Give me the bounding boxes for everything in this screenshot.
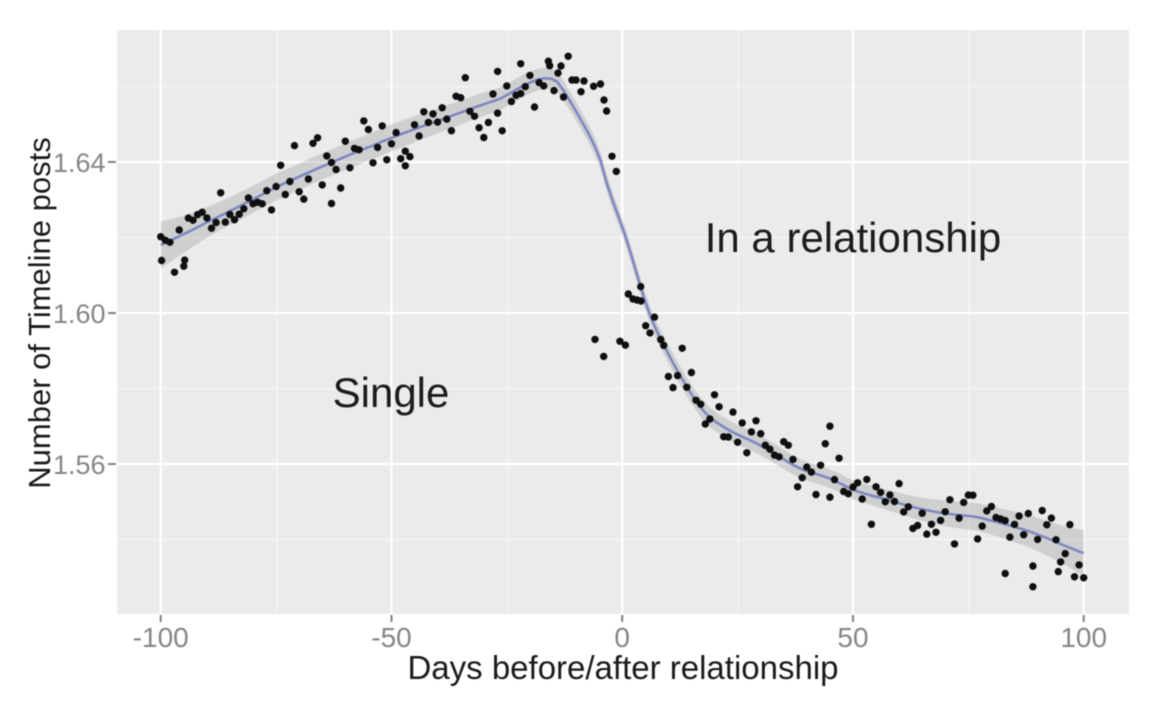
svg-text:-50: -50 bbox=[371, 622, 411, 653]
svg-text:Days before/after relationship: Days before/after relationship bbox=[407, 649, 838, 686]
svg-text:1.56: 1.56 bbox=[53, 450, 106, 480]
svg-text:Number of Timeline posts: Number of Timeline posts bbox=[22, 137, 57, 488]
svg-text:-100: -100 bbox=[133, 622, 189, 653]
svg-text:0: 0 bbox=[614, 622, 630, 653]
svg-text:Single: Single bbox=[333, 369, 450, 416]
svg-text:In a relationship: In a relationship bbox=[705, 214, 1002, 261]
svg-text:1.60: 1.60 bbox=[53, 299, 106, 329]
svg-text:50: 50 bbox=[837, 622, 868, 653]
svg-text:100: 100 bbox=[1060, 622, 1107, 653]
svg-text:1.64: 1.64 bbox=[53, 148, 106, 178]
